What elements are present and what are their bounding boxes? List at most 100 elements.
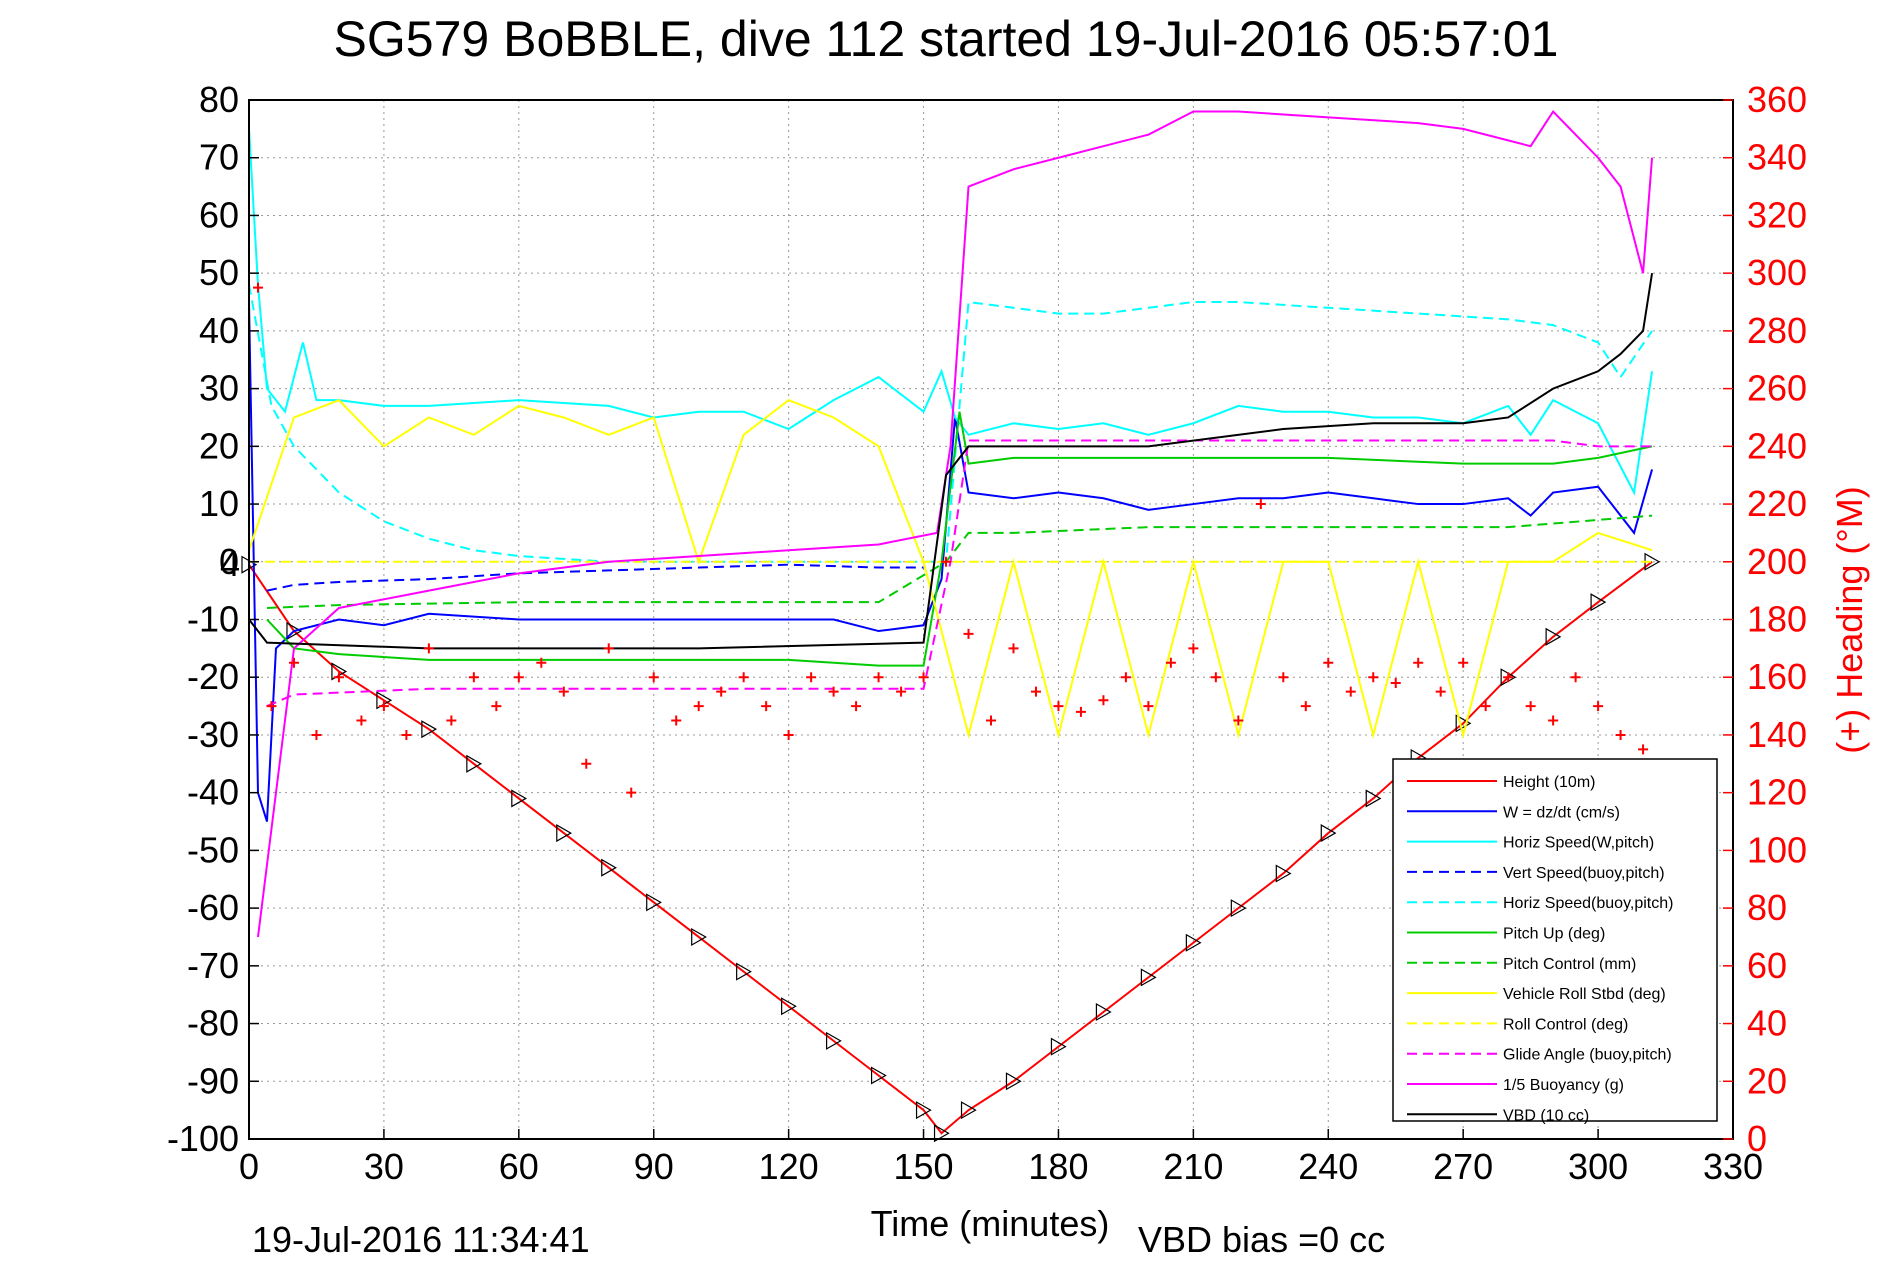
y-tick-label-right: 220 bbox=[1747, 483, 1807, 524]
heading-point bbox=[626, 787, 637, 798]
heading-point bbox=[986, 715, 996, 726]
y-tick-label-left: -60 bbox=[187, 887, 239, 928]
legend-label-1-5-buoyancy-g: 1/5 Buoyancy (g) bbox=[1503, 1077, 1624, 1094]
x-tick-label: 90 bbox=[634, 1146, 674, 1187]
heading-point bbox=[1570, 672, 1581, 683]
heading-point bbox=[873, 672, 884, 683]
legend-label-w-dz-dt-cm-s: W = dz/dt (cm/s) bbox=[1503, 804, 1620, 821]
heading-point bbox=[513, 672, 524, 683]
y-tick-label-left: -90 bbox=[187, 1060, 239, 1101]
y-tick-label-right: 60 bbox=[1747, 945, 1787, 986]
heading-point bbox=[828, 686, 839, 697]
legend-label-vehicle-roll-stbd-deg: Vehicle Roll Stbd (deg) bbox=[1503, 986, 1666, 1003]
height-marker bbox=[556, 824, 572, 843]
y-tick-label-right: 240 bbox=[1747, 425, 1807, 466]
x-tick-label: 210 bbox=[1163, 1146, 1223, 1187]
y-tick-label-right: 0 bbox=[1747, 1118, 1767, 1159]
height-marker bbox=[915, 1101, 932, 1120]
y-tick-label-left: 30 bbox=[199, 368, 239, 409]
y-tick-label-left: -40 bbox=[187, 772, 239, 813]
legend-label-roll-control-deg: Roll Control (deg) bbox=[1503, 1016, 1628, 1033]
y-tick-label-left: -50 bbox=[187, 829, 239, 870]
heading-point bbox=[468, 672, 479, 683]
heading-point bbox=[1458, 657, 1469, 668]
heading-point bbox=[1323, 657, 1334, 668]
y-tick-label-left: 70 bbox=[199, 137, 239, 178]
x-tick-label: 150 bbox=[894, 1146, 954, 1187]
depth-marker-label: 4 bbox=[220, 543, 240, 584]
y-tick-label-left: -20 bbox=[187, 656, 239, 697]
height-marker bbox=[1320, 824, 1337, 843]
heading-point bbox=[851, 701, 862, 712]
heading-point bbox=[536, 657, 547, 668]
right-axis-label: (+) Heading (°M) bbox=[1829, 486, 1870, 753]
heading-point bbox=[1210, 672, 1221, 683]
x-tick-label: 120 bbox=[759, 1146, 819, 1187]
heading-point bbox=[558, 686, 569, 697]
tick-layer: 0 30 60 90 120 150 180 210 240 270 300 330807060504… bbox=[167, 79, 1807, 1187]
x-axis-label: Time (minutes) bbox=[871, 1203, 1110, 1244]
legend-label-vbd-10-cc: VBD (10 cc) bbox=[1503, 1107, 1589, 1124]
series-pitch-control-mm-line bbox=[266, 514, 1653, 609]
y-tick-label-left: 10 bbox=[199, 483, 239, 524]
legend-label-vert-speed-buoy-pitch: Vert Speed(buoy,pitch) bbox=[1503, 865, 1665, 882]
heading-point bbox=[1368, 672, 1379, 683]
height-marker bbox=[466, 754, 483, 773]
heading-point bbox=[1188, 643, 1199, 654]
height-marker bbox=[870, 1066, 887, 1085]
y-tick-label-right: 200 bbox=[1747, 541, 1807, 582]
height-marker bbox=[1185, 933, 1202, 952]
heading-point bbox=[1548, 715, 1559, 726]
heading-point bbox=[1503, 672, 1514, 683]
heading-point bbox=[1480, 701, 1491, 712]
footer-vbd-bias: VBD bias =0 cc bbox=[1138, 1219, 1385, 1260]
heading-point bbox=[491, 701, 502, 712]
heading-point bbox=[648, 672, 659, 683]
heading-point bbox=[1233, 715, 1244, 726]
height-marker bbox=[1365, 789, 1382, 808]
heading-point bbox=[693, 701, 704, 712]
heading-point bbox=[252, 282, 263, 293]
height-marker bbox=[1545, 627, 1562, 646]
heading-point bbox=[356, 715, 367, 726]
y-tick-label-left: 20 bbox=[199, 425, 239, 466]
heading-point bbox=[806, 672, 817, 683]
heading-point bbox=[1593, 701, 1604, 712]
legend-items: Height (10m) W = dz/dt (cm/s) Horiz Speed(… bbox=[1407, 774, 1673, 1124]
heading-point bbox=[423, 643, 434, 654]
y-tick-label-right: 100 bbox=[1747, 829, 1807, 870]
series-layer bbox=[241, 109, 1661, 1143]
y-tick-label-right: 180 bbox=[1747, 599, 1807, 640]
y-tick-label-left: -10 bbox=[187, 599, 239, 640]
height-marker bbox=[781, 997, 797, 1016]
height-marker bbox=[601, 858, 617, 877]
heading-point bbox=[446, 715, 457, 726]
heading-point bbox=[1390, 677, 1401, 688]
y-tick-label-left: 40 bbox=[199, 310, 239, 351]
heading-point bbox=[1075, 706, 1086, 717]
y-tick-label-right: 340 bbox=[1747, 137, 1807, 178]
y-tick-label-left: -70 bbox=[187, 945, 239, 986]
heading-point bbox=[1525, 701, 1536, 712]
y-tick-label-right: 80 bbox=[1747, 887, 1787, 928]
heading-point bbox=[401, 729, 412, 740]
heading-point bbox=[963, 628, 974, 639]
heading-point bbox=[603, 643, 614, 654]
x-tick-label: 180 bbox=[1028, 1146, 1088, 1187]
x-tick-label: 0 bbox=[239, 1146, 259, 1187]
heading-point bbox=[333, 672, 344, 683]
x-tick-label: 330 bbox=[1703, 1146, 1763, 1187]
y-tick-label-right: 120 bbox=[1747, 772, 1807, 813]
series-vert-speed-buoy-pitch-line bbox=[266, 563, 924, 592]
height-marker bbox=[736, 962, 752, 981]
heading-point bbox=[266, 701, 277, 712]
heading-point bbox=[1413, 657, 1424, 668]
legend-label-height-10m: Height (10m) bbox=[1503, 774, 1595, 791]
height-marker bbox=[421, 720, 438, 739]
height-marker bbox=[1230, 899, 1247, 918]
heading-point bbox=[716, 686, 727, 697]
y-tick-label-left: 0 bbox=[219, 541, 239, 582]
y-tick-label-right: 360 bbox=[1747, 79, 1807, 120]
